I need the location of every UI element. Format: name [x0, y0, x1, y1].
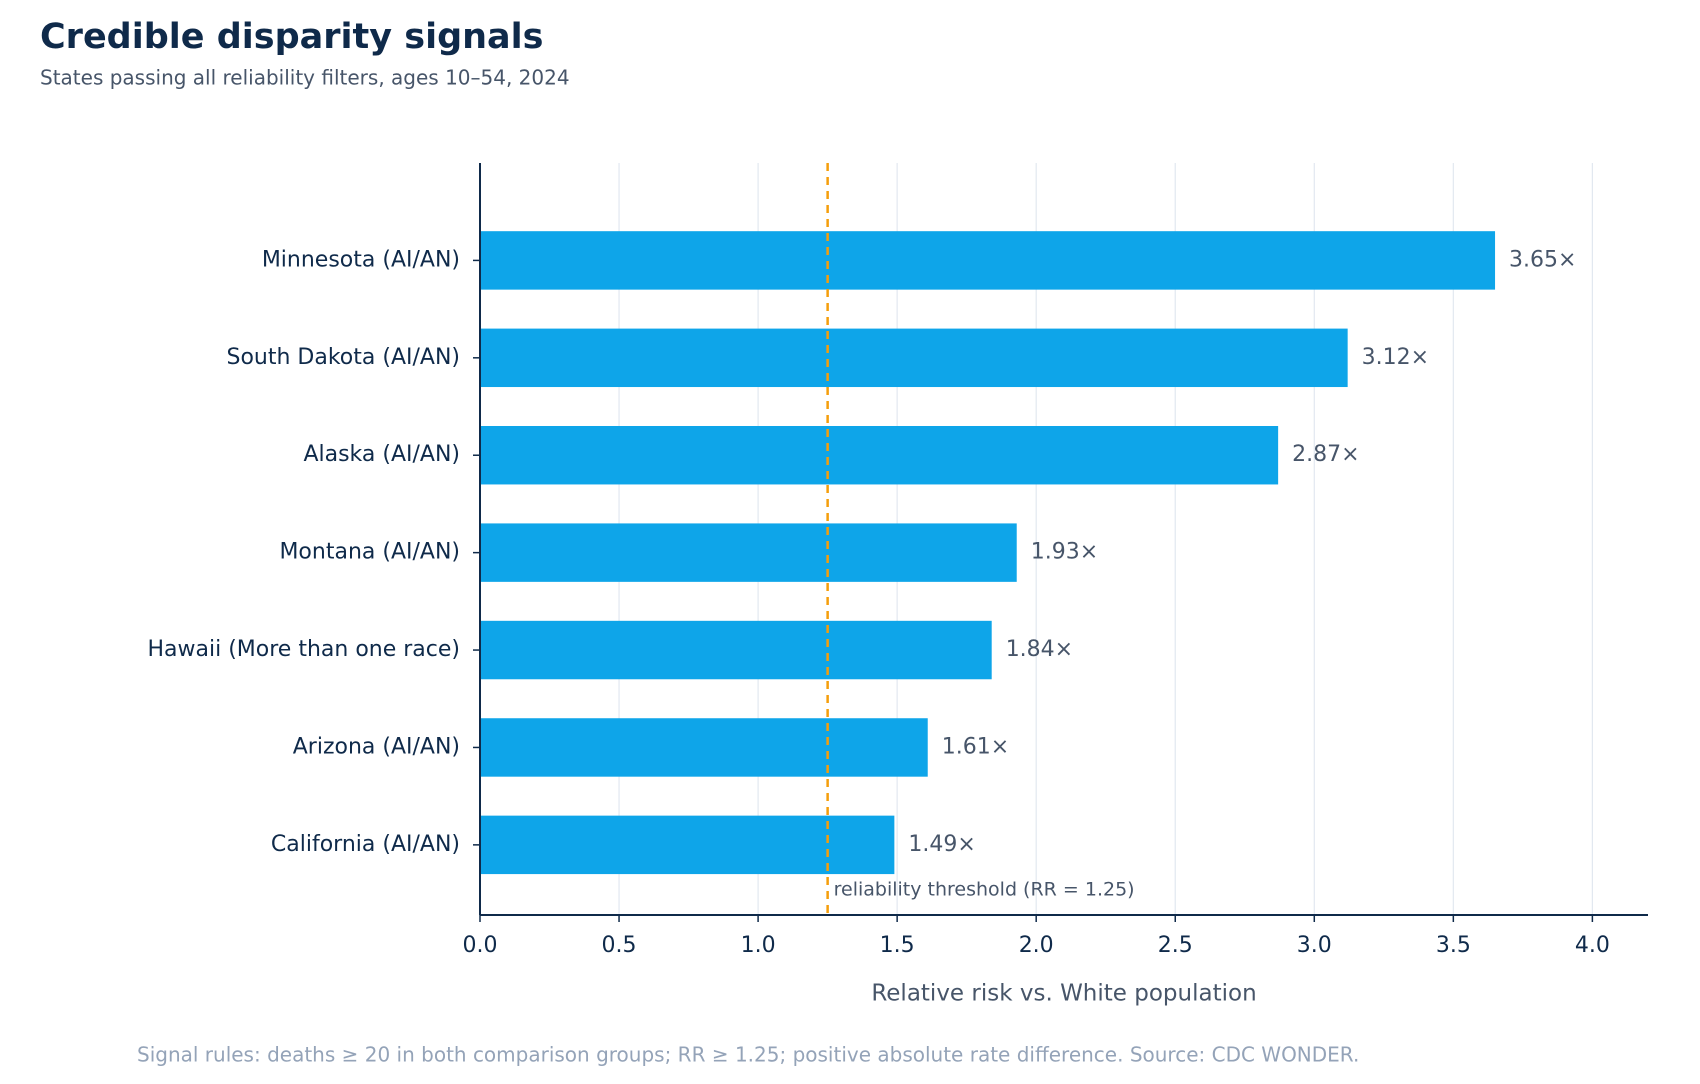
x-tick-label: 2.0: [1019, 933, 1054, 958]
x-tick-label: 1.5: [880, 933, 915, 958]
y-tick-label: California (AI/AN): [271, 832, 460, 857]
threshold-label: reliability threshold (RR = 1.25): [834, 879, 1135, 901]
footnote: Signal rules: deaths ≥ 20 in both compar…: [137, 1043, 1359, 1067]
x-tick-label: 3.0: [1297, 933, 1332, 958]
x-tick-label: 3.5: [1436, 933, 1471, 958]
value-label: 3.65×: [1509, 247, 1576, 272]
bar: [480, 620, 992, 680]
x-tick-label: 1.0: [741, 933, 776, 958]
bar: [480, 815, 895, 875]
bar: [480, 231, 1496, 290]
chart-subtitle: States passing all reliability filters, …: [40, 66, 570, 90]
value-label: 2.87×: [1292, 442, 1359, 467]
value-label: 1.49×: [908, 832, 975, 857]
x-tick-label: 0.5: [602, 933, 637, 958]
y-tick-label: Alaska (AI/AN): [303, 442, 460, 467]
bar: [480, 718, 928, 777]
bar: [480, 328, 1348, 388]
y-tick-label: Arizona (AI/AN): [293, 734, 460, 759]
y-tick-label: Hawaii (More than one race): [148, 637, 461, 662]
bar: [480, 426, 1279, 485]
x-axis-label: Relative risk vs. White population: [871, 981, 1256, 1007]
value-label: 1.84×: [1006, 637, 1073, 662]
x-tick-label: 4.0: [1575, 933, 1610, 958]
y-tick-label: Montana (AI/AN): [279, 540, 460, 565]
value-label: 3.12×: [1362, 345, 1429, 370]
bar: [480, 523, 1017, 582]
x-tick-label: 0.0: [463, 933, 498, 958]
value-label: 1.93×: [1031, 540, 1098, 565]
chart-title: Credible disparity signals: [40, 17, 544, 57]
value-label: 1.61×: [942, 734, 1009, 759]
x-tick-label: 2.5: [1158, 933, 1193, 958]
y-tick-label: South Dakota (AI/AN): [227, 345, 461, 370]
y-tick-label: Minnesota (AI/AN): [262, 247, 460, 272]
